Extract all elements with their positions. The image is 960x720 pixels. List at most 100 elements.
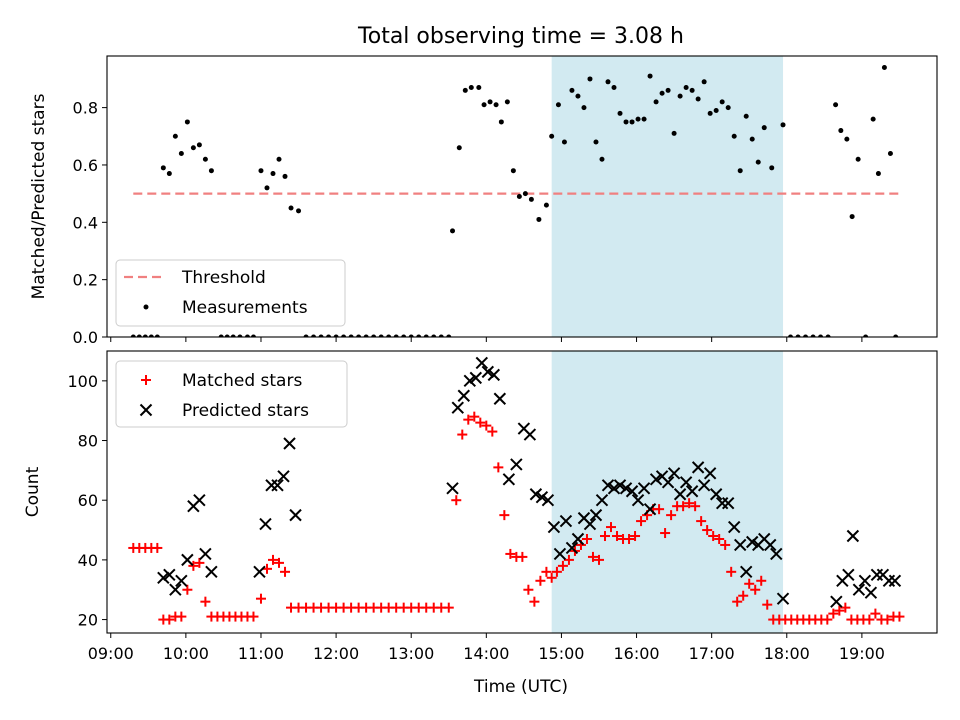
matched-star-point (684, 498, 695, 509)
measurement-point (356, 334, 362, 337)
measurement-point (142, 334, 148, 337)
x-tick-label: 12:00 (313, 644, 359, 663)
measurement-point (423, 334, 429, 337)
predicted-star-point (169, 583, 182, 596)
measurement-point (743, 113, 749, 119)
predicted-star-point (529, 488, 543, 501)
measurement-point (456, 145, 462, 151)
predicted-star-point (846, 529, 860, 543)
matched-star-point (176, 611, 187, 622)
matched-star-point (463, 414, 474, 425)
x-tick-label: 09:00 (88, 644, 134, 663)
measurement-point (401, 334, 407, 337)
measurement-point (893, 334, 899, 337)
matched-star-point (822, 614, 833, 625)
measurement-point (755, 159, 761, 165)
measurement-point (677, 93, 683, 99)
series-predicted-stars (157, 356, 902, 608)
predicted-star-point (613, 479, 627, 492)
measurement-point (833, 102, 839, 108)
matched-star-point (194, 557, 205, 568)
measurement-point (224, 334, 230, 337)
predicted-star-point (631, 493, 645, 507)
predicted-star-point (510, 458, 523, 471)
measurement-point (468, 85, 474, 91)
measurement-point (803, 334, 809, 337)
measurement-point (510, 168, 516, 174)
measurement-point (296, 208, 302, 214)
matched-star-point (475, 417, 486, 428)
measurement-point (431, 334, 437, 337)
predicted-star-point (283, 437, 296, 450)
measurement-point (166, 171, 172, 177)
x-tick-label: 13:00 (388, 644, 434, 663)
measurement-point (416, 334, 422, 337)
measurement-point (543, 202, 549, 208)
matched-star-point (678, 501, 689, 512)
measurement-point (780, 122, 786, 128)
measurement-point (761, 125, 767, 131)
legend: Threshold Measurements (115, 259, 346, 327)
measurement-point (653, 99, 659, 105)
predicted-star-point (679, 476, 693, 489)
matched-star-point (505, 548, 516, 559)
predicted-star-point (193, 493, 206, 507)
predicted-star-point (535, 491, 549, 504)
matched-star-point (517, 551, 528, 562)
measurement-point (386, 334, 392, 337)
measurement-point (462, 87, 468, 93)
matched-star-point (563, 554, 574, 565)
x-tick-label: 19:00 (839, 644, 885, 663)
predicted-star-point (649, 473, 663, 486)
matched-star-point (541, 566, 552, 577)
predicted-star-point (852, 583, 866, 596)
measurement-point (641, 116, 647, 122)
matched-star-point (551, 566, 562, 577)
measurement-point (154, 334, 160, 337)
measurement-point (629, 119, 635, 125)
predicted-star-point (697, 479, 711, 492)
matched-star-point (834, 605, 845, 616)
matched-star-point (744, 578, 755, 589)
measurement-point (230, 334, 236, 337)
observing-window-highlight (551, 351, 784, 633)
matched-star-point (654, 504, 665, 515)
measurement-point (769, 165, 775, 171)
measurement-point (276, 156, 282, 162)
matched-star-point (493, 462, 504, 473)
predicted-star-point (733, 538, 747, 552)
measurement-point (849, 214, 855, 220)
predicted-star-point (523, 428, 537, 441)
matched-star-point (612, 531, 623, 542)
measurement-point (438, 334, 444, 337)
predicted-star-point (559, 514, 573, 528)
measurement-point (707, 110, 713, 116)
matched-star-point (268, 554, 278, 565)
predicted-star-point (643, 502, 657, 516)
measurement-point (701, 79, 707, 85)
matched-star-point (864, 614, 875, 625)
measurement-point (683, 85, 689, 91)
measurement-point (130, 334, 136, 337)
measurement-point (487, 99, 493, 105)
x-tick-label: 16:00 (613, 644, 659, 663)
matched-star-point (581, 534, 592, 544)
matched-star-point (557, 560, 568, 571)
matched-star-point (666, 510, 677, 521)
measurement-point (341, 334, 347, 337)
measurement-point (202, 156, 208, 162)
x-tick-label: 15:00 (538, 644, 584, 663)
matched-star-point (182, 584, 193, 595)
matched-star-point (870, 608, 881, 619)
predicted-star-point (205, 565, 218, 579)
predicted-star-point (277, 470, 290, 483)
matched-star-point (152, 542, 163, 553)
y-tick-label: 0.6 (73, 156, 98, 175)
predicted-star-point (253, 565, 266, 579)
matched-star-point (630, 531, 641, 542)
predicted-star-point (199, 547, 212, 561)
bottom-panel-counts: 20 40 60 80 100 09:00 10:00 11:00 12:00 13:00 14:0… (23, 350, 938, 663)
matched-star-point (882, 614, 893, 625)
measurement-point (493, 102, 499, 108)
predicted-star-point (457, 389, 470, 402)
